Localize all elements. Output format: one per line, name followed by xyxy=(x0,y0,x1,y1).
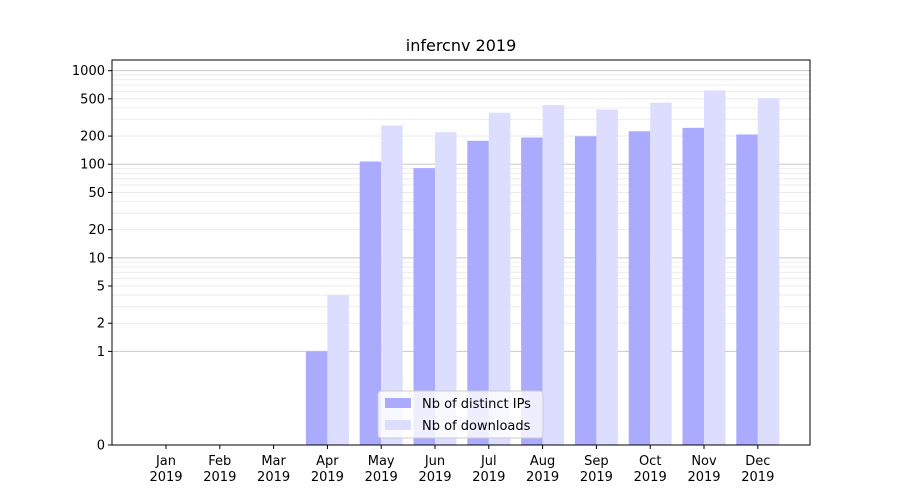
plot-frame xyxy=(111,59,811,446)
legend: Nb of distinct IPs Nb of downloads xyxy=(377,390,544,439)
x-tick-label: Jul 2019 xyxy=(472,454,505,485)
chart-title: infercnv 2019 xyxy=(406,36,517,55)
x-tick-label: May 2019 xyxy=(365,454,398,485)
x-tick-label: Nov 2019 xyxy=(687,454,720,485)
x-tick-label: Apr 2019 xyxy=(311,454,344,485)
bar-downloads xyxy=(488,112,511,445)
y-tick-label: 10 xyxy=(88,251,105,266)
bar-downloads xyxy=(650,102,672,445)
y-tick-label: 1000 xyxy=(72,64,105,79)
bar-downloads xyxy=(435,132,457,445)
legend-swatch-downloads xyxy=(385,420,411,430)
bar-downloads xyxy=(757,98,780,446)
y-tick-label: 0 xyxy=(97,439,105,454)
y-tick-label: 1 xyxy=(97,345,105,360)
y-tick-label: 100 xyxy=(80,158,105,173)
y-axis: 0 1 2 5 10 20 50 100 200 500 1000 xyxy=(72,64,112,454)
bar-downloads xyxy=(327,295,349,445)
bar-downloads xyxy=(542,105,565,445)
bar-distinct-ips xyxy=(682,127,704,445)
legend-label-downloads: Nb of downloads xyxy=(422,419,531,434)
bar-distinct-ips xyxy=(628,131,651,445)
x-tick-label: Oct 2019 xyxy=(634,454,667,485)
y-tick-label: 50 xyxy=(88,186,105,201)
x-tick-label: Aug 2019 xyxy=(526,454,559,485)
bar-downloads xyxy=(596,109,618,445)
x-tick-label: Jun 2019 xyxy=(418,454,451,485)
legend-label-ips: Nb of distinct IPs xyxy=(422,397,531,412)
legend-box xyxy=(377,390,544,439)
y-tick-label: 200 xyxy=(80,130,105,145)
bar-distinct-ips xyxy=(359,161,382,445)
bar-distinct-ips xyxy=(521,137,543,446)
bars xyxy=(305,90,780,446)
y-tick-label: 500 xyxy=(80,92,105,107)
y-tick-label: 5 xyxy=(97,280,105,295)
x-tick-label: Sep 2019 xyxy=(580,454,613,485)
legend-swatch-ips xyxy=(385,398,411,408)
x-tick-label: Feb 2019 xyxy=(203,454,236,485)
bar-downloads xyxy=(704,90,726,446)
x-tick-label: Mar 2019 xyxy=(257,454,290,485)
y-tick-label: 2 xyxy=(97,317,105,332)
bar-distinct-ips xyxy=(736,134,758,445)
bar-distinct-ips xyxy=(413,168,435,445)
x-axis: Jan 2019 Feb 2019 Mar 2019 Apr 2019 May 2019 Jun 20… xyxy=(149,445,774,485)
bar-downloads xyxy=(381,125,403,445)
x-tick-label: Jan 2019 xyxy=(149,454,182,485)
bar-distinct-ips xyxy=(467,140,489,445)
y-tick-label: 20 xyxy=(88,223,105,238)
bar-distinct-ips xyxy=(574,136,597,446)
bar-distinct-ips xyxy=(305,351,328,445)
x-tick-label: Dec 2019 xyxy=(741,454,774,485)
